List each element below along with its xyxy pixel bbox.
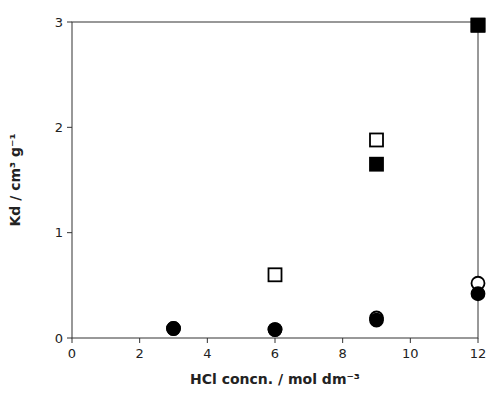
- y-tick: [67, 22, 72, 23]
- point: [472, 287, 485, 300]
- x-tick: [207, 338, 208, 343]
- x-tick: [410, 338, 411, 343]
- y-tick: [67, 127, 72, 128]
- plot-frame: [72, 22, 478, 338]
- x-tick: [478, 338, 479, 343]
- point: [269, 323, 282, 336]
- point: [370, 133, 383, 146]
- point: [167, 322, 180, 335]
- y-tick-label: 2: [55, 120, 63, 135]
- point: [370, 314, 383, 327]
- points: [167, 19, 485, 336]
- x-axis-label: HCl concn. / mol dm⁻³: [190, 371, 360, 387]
- x-tick-label: 12: [470, 346, 487, 361]
- point: [472, 19, 485, 32]
- x-tick: [72, 338, 73, 343]
- y-tick-label: 0: [55, 331, 63, 346]
- point: [472, 19, 485, 32]
- x-tick-label: 2: [136, 346, 144, 361]
- y-tick-label: 3: [55, 15, 63, 30]
- point: [269, 268, 282, 281]
- y-axis-label: Kd / cm³ g⁻¹: [7, 133, 23, 226]
- x-tick: [275, 338, 276, 343]
- point: [167, 322, 180, 335]
- y-tick-label: 1: [55, 225, 63, 240]
- point: [269, 323, 282, 336]
- x-tick-label: 0: [68, 346, 76, 361]
- x-tick-label: 10: [402, 346, 419, 361]
- x-tick: [139, 338, 140, 343]
- x-tick: [342, 338, 343, 343]
- y-tick: [67, 232, 72, 233]
- point: [370, 158, 383, 171]
- chart: 0246810120123HCl concn. / mol dm⁻³Kd / c…: [0, 0, 500, 400]
- x-tick-label: 8: [339, 346, 347, 361]
- x-tick-label: 4: [203, 346, 211, 361]
- y-tick: [67, 338, 72, 339]
- x-tick-label: 6: [271, 346, 279, 361]
